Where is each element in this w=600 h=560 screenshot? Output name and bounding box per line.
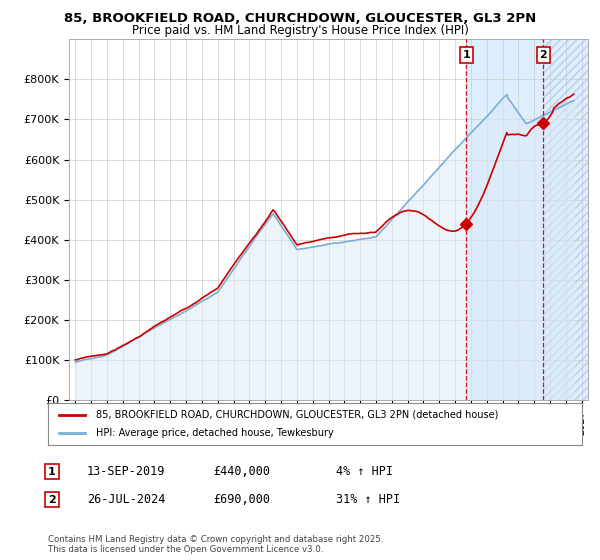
Text: Price paid vs. HM Land Registry's House Price Index (HPI): Price paid vs. HM Land Registry's House …	[131, 24, 469, 37]
Text: 13-SEP-2019: 13-SEP-2019	[87, 465, 166, 478]
Text: £440,000: £440,000	[213, 465, 270, 478]
Bar	[466, 39, 588, 400]
Text: Contains HM Land Registry data © Crown copyright and database right 2025.
This d: Contains HM Land Registry data © Crown c…	[48, 535, 383, 554]
Text: 1: 1	[463, 50, 470, 60]
Text: 2: 2	[539, 50, 547, 60]
Text: 1: 1	[48, 466, 56, 477]
Text: £690,000: £690,000	[213, 493, 270, 506]
Text: HPI: Average price, detached house, Tewkesbury: HPI: Average price, detached house, Tewk…	[96, 428, 334, 438]
Text: 85, BROOKFIELD ROAD, CHURCHDOWN, GLOUCESTER, GL3 2PN: 85, BROOKFIELD ROAD, CHURCHDOWN, GLOUCES…	[64, 12, 536, 25]
Text: 31% ↑ HPI: 31% ↑ HPI	[336, 493, 400, 506]
Text: 4% ↑ HPI: 4% ↑ HPI	[336, 465, 393, 478]
Text: 85, BROOKFIELD ROAD, CHURCHDOWN, GLOUCESTER, GL3 2PN (detached house): 85, BROOKFIELD ROAD, CHURCHDOWN, GLOUCES…	[96, 410, 499, 420]
Bar	[543, 39, 588, 400]
Bar	[543, 39, 588, 400]
Text: 2: 2	[48, 494, 56, 505]
Text: 26-JUL-2024: 26-JUL-2024	[87, 493, 166, 506]
